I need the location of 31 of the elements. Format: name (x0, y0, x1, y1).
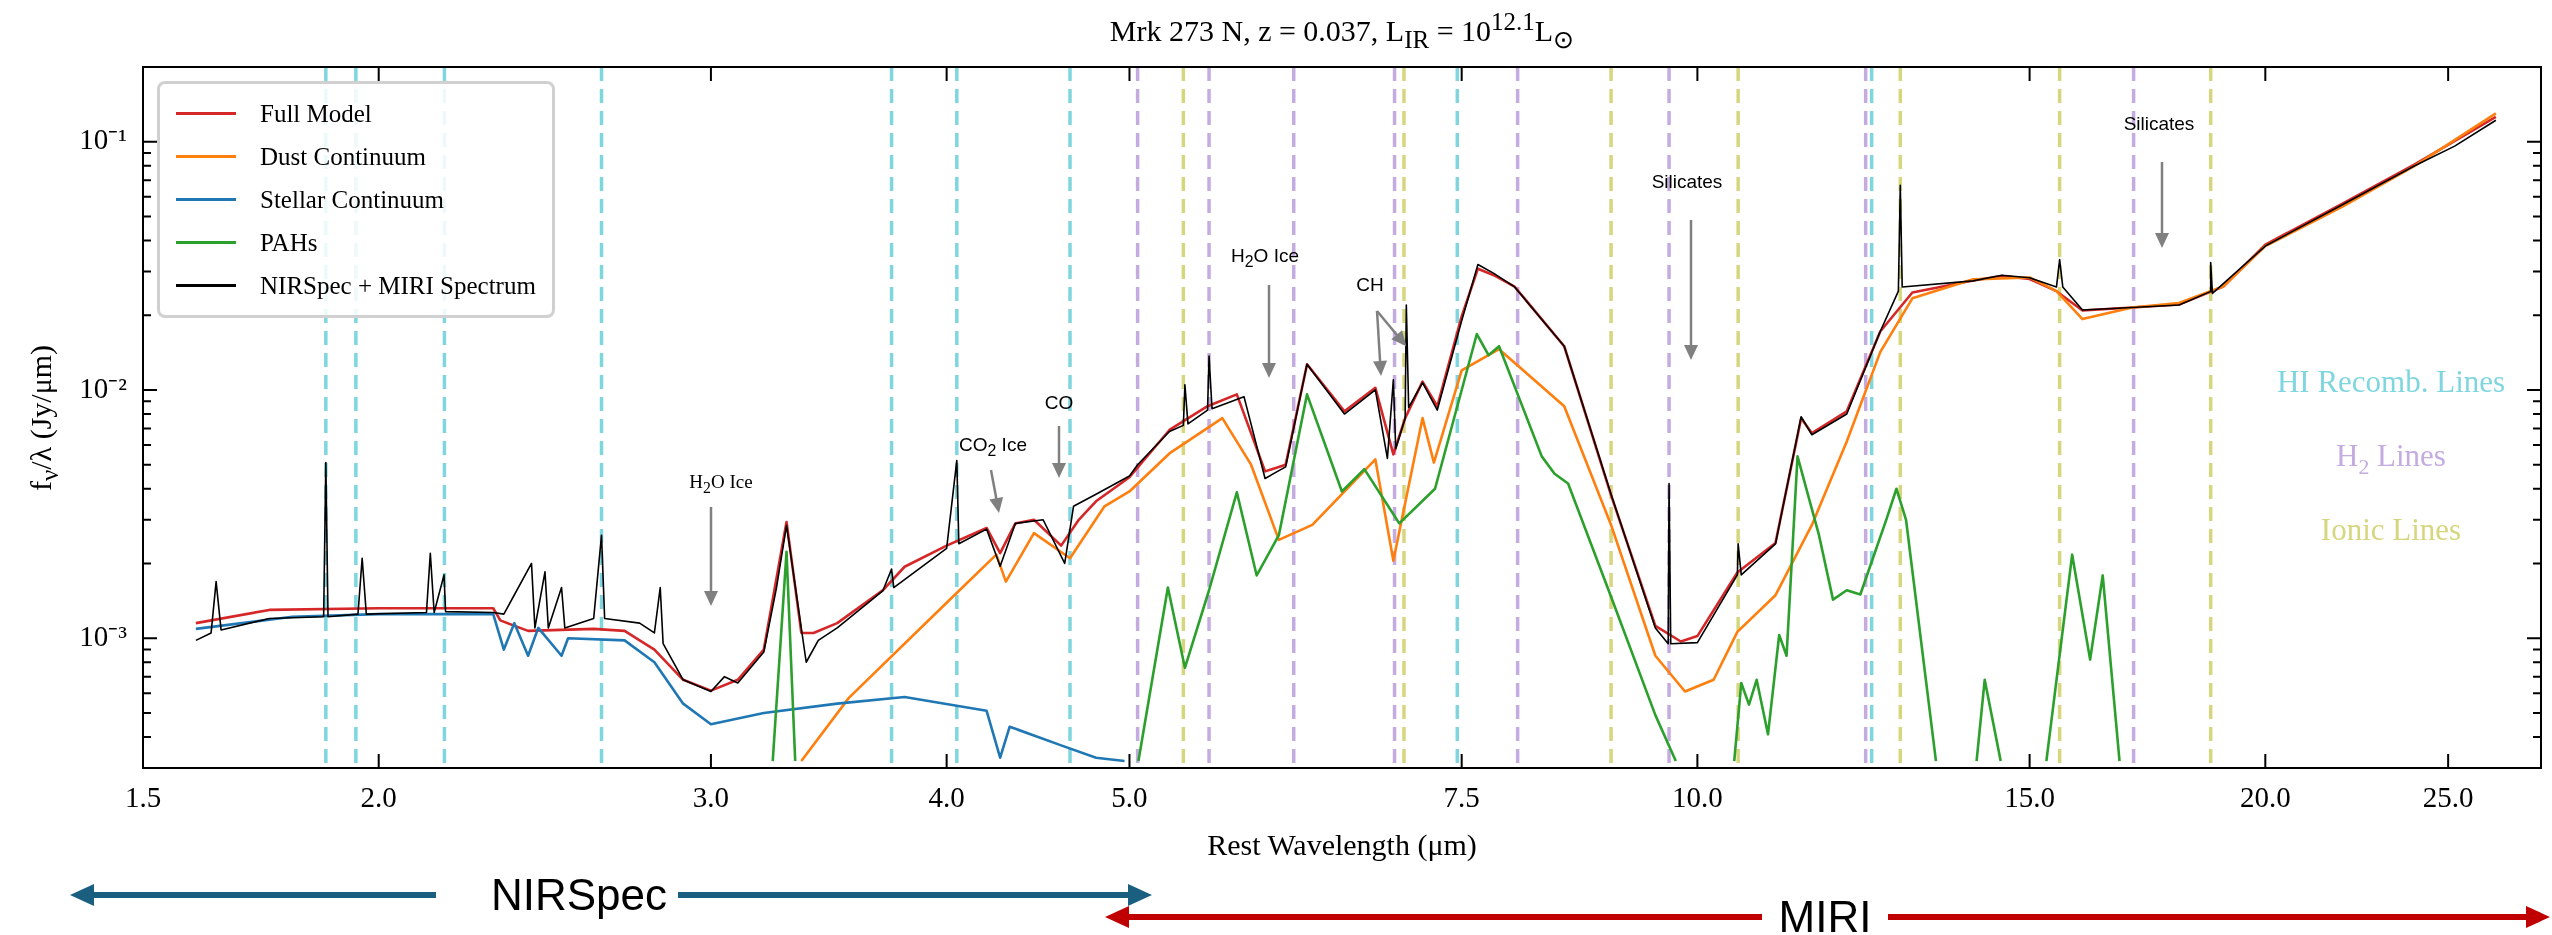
x-tick-label: 20.0 (2239, 781, 2291, 814)
x-tick-label: 1.5 (124, 781, 162, 814)
ref-line-label: Ionic Lines (2320, 512, 2462, 547)
annotation: Silicates (1651, 171, 1723, 193)
x-tick-label: 2.0 (360, 781, 397, 814)
x-tick-label: 4.0 (928, 781, 965, 814)
annotation: CO$_{2}$ Ice (959, 434, 1027, 460)
annotation: H$_{2}$O Ice (689, 471, 753, 497)
y-tick-label: 10⁻¹ (79, 123, 127, 156)
x-tick-label: 7.5 (1443, 781, 1480, 814)
annotation: H$_{2}$O Ice (1231, 245, 1299, 271)
ref-line-label: HI Recomb. Lines (2276, 364, 2506, 399)
x-axis-title: Rest Wavelength (μm) (1206, 828, 1478, 862)
legend-label: PAHs (260, 228, 318, 257)
annotation: CH (1356, 274, 1384, 296)
legend-label: Dust Continuum (260, 142, 426, 171)
annotation: CO (1044, 392, 1074, 414)
legend-label: Full Model (260, 99, 372, 128)
x-tick-label: 25.0 (2422, 781, 2474, 814)
text: NIRSpec (490, 870, 668, 920)
x-tick-label: 15.0 (2004, 781, 2055, 814)
y-tick-label: 10⁻³ (79, 619, 128, 652)
legend-label: Stellar Continuum (260, 185, 445, 214)
text: MIRI (1778, 892, 1872, 935)
y-tick-label: 10⁻² (79, 371, 128, 404)
annotation: Silicates (2123, 113, 2195, 135)
x-tick-label: 3.0 (692, 781, 730, 814)
x-tick-label: 10.0 (1672, 781, 1723, 814)
chart-title: Mrk 273 N, z = 0.037, L$_{IR}$ = 10$^{12.1}$L$_{⊙}$ (1108, 8, 1576, 54)
legend-label: NIRSpec + MIRI Spectrum (260, 271, 536, 300)
x-tick-label: 5.0 (1111, 781, 1148, 814)
